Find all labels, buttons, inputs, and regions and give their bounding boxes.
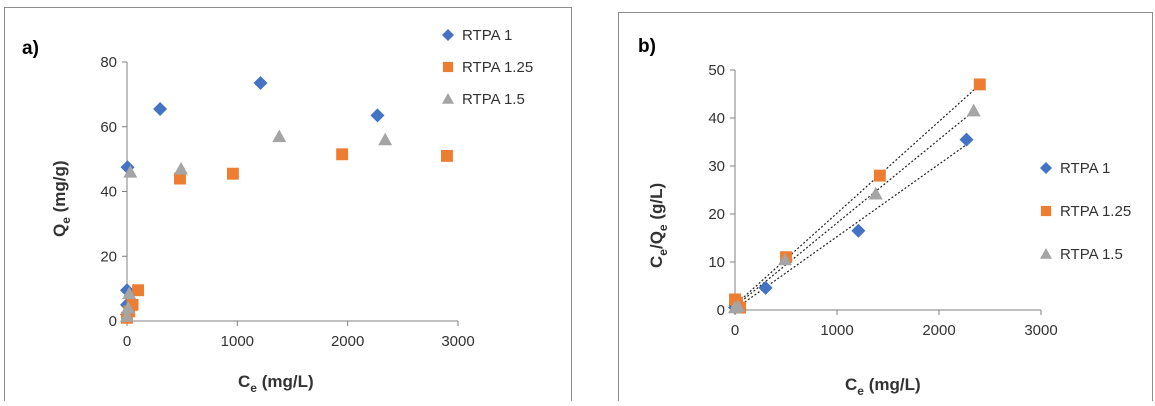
- chart-a-series-3-point: [174, 161, 189, 175]
- chart-a-x-tick-label: 2000: [331, 333, 364, 350]
- panel-b-label: b): [638, 36, 656, 57]
- chart-a-legend-label-1: RTPA 1: [462, 27, 512, 44]
- chart-b: 0 10 20 30 40 50 0 1000 2000 3000 RTPA 1 RTPA 1.25 R…: [708, 62, 1131, 339]
- chart-a-series-2-point: [336, 148, 349, 161]
- chart-a-legend-marker-2: [442, 61, 454, 73]
- panel-a-label: a): [22, 38, 39, 59]
- chart-a-y-tick-label: 20: [100, 248, 117, 265]
- chart-b-y-tick-label: 0: [717, 302, 725, 319]
- panel-a-frame: [4, 7, 572, 406]
- chart-a-series-3-point: [120, 309, 134, 322]
- chart-a-y-tick-label: 60: [100, 119, 117, 136]
- chart-a-legend-label-2: RTPA 1.25: [462, 59, 533, 76]
- chart-b-y-tick-label: 10: [708, 254, 725, 271]
- chart-b-trendline-1: [734, 144, 967, 310]
- chart-b-trendline-3: [734, 110, 975, 307]
- chart-b-series-1-point: [959, 132, 974, 147]
- chart-a-series-2-point: [174, 172, 186, 185]
- chart-a-series-2-point: [226, 167, 239, 180]
- chart-b-x-axis-title: Ce (mg/L): [845, 375, 921, 398]
- chart-b-x-tick-label: 2000: [922, 322, 955, 339]
- chart-b-series-2-point: [973, 78, 986, 91]
- chart-b-legend-label-2: RTPA 1.25: [1060, 203, 1131, 220]
- chart-b-legend-marker-2: [1040, 205, 1052, 217]
- chart-b-x-tick-label: 1000: [820, 322, 853, 339]
- chart-b-legend-label-3: RTPA 1.5: [1060, 246, 1123, 263]
- chart-a-y-tick-label: 0: [109, 313, 117, 330]
- chart-a-series-2-point: [132, 284, 144, 297]
- chart-b-legend-marker-3: [1040, 248, 1052, 259]
- chart-a-series-1-point: [253, 76, 268, 91]
- chart-a-y-tick-label: 40: [100, 184, 117, 201]
- chart-b-series-3-point: [731, 299, 746, 313]
- chart-a-series-1-point: [153, 101, 168, 116]
- chart-a-series-3-point: [121, 301, 136, 314]
- chart-a: 0 20 40 60 80 0 1000 2000 3000 RTPA 1 RTPA 1.25 RTP…: [100, 27, 533, 350]
- chart-a-x-axis-title: Ce (mg/L): [238, 372, 314, 395]
- chart-a-series-2-point: [441, 149, 453, 162]
- chart-a-series-2-point: [126, 298, 139, 311]
- chart-a-legend-label-3: RTPA 1.5: [462, 91, 525, 108]
- chart-b-series-2-point: [873, 169, 886, 182]
- chart-a-series-3-point: [378, 132, 393, 146]
- chart-b-y-tick-label: 20: [708, 206, 725, 223]
- chart-a-legend-marker-3: [442, 93, 454, 104]
- chart-a-y-axis-title: Qe (mg/g): [50, 160, 73, 237]
- chart-a-series-3-point: [122, 286, 137, 300]
- chart-b-series-1-point: [758, 280, 773, 295]
- chart-b-x-tick-label: 3000: [1024, 322, 1057, 339]
- chart-b-y-tick-label: 50: [708, 62, 725, 79]
- chart-b-legend-label-1: RTPA 1: [1060, 160, 1110, 177]
- chart-b-series-3-point: [777, 252, 792, 266]
- chart-a-x-tick-label: 3000: [441, 333, 474, 350]
- chart-b-series-1-point: [851, 223, 866, 238]
- chart-a-x-tick-label: 1000: [221, 333, 254, 350]
- chart-a-x-tick-label: 0: [123, 333, 131, 350]
- chart-b-trendline-2: [734, 84, 981, 306]
- chart-b-series-3-point: [868, 186, 883, 200]
- chart-b-x-tick-label: 0: [731, 322, 739, 339]
- chart-a-legend-marker-1: [442, 29, 454, 41]
- chart-b-y-tick-label: 40: [708, 110, 725, 127]
- chart-a-y-tick-label: 80: [100, 54, 117, 71]
- panel-b-frame: [618, 12, 1153, 406]
- chart-a-series-3-point: [272, 129, 287, 143]
- chart-b-legend-marker-1: [1040, 162, 1052, 174]
- chart-a-series-1-point: [370, 108, 385, 123]
- chart-b-y-tick-label: 30: [708, 158, 725, 175]
- chart-b-series-3-point: [966, 103, 981, 117]
- chart-b-y-axis-title: Ce/Qe (g/L): [647, 183, 670, 268]
- chart-a-series-3-point: [123, 165, 138, 178]
